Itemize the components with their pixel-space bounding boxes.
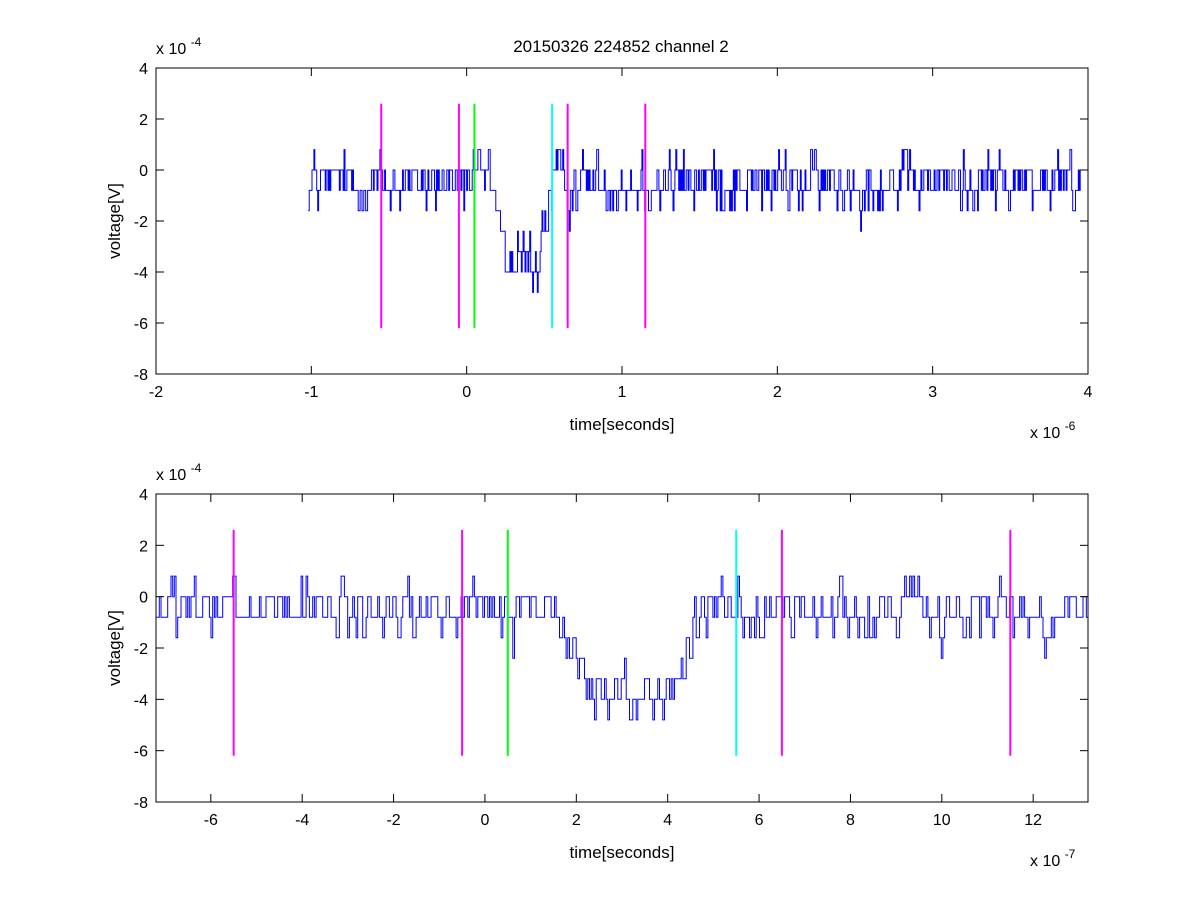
x-tick-label: 4: [663, 812, 672, 829]
y-tick-label: -2: [134, 641, 148, 658]
y-tick-label: -2: [134, 214, 148, 231]
y-tick-label: -4: [134, 692, 148, 709]
x-axis-label: time[seconds]: [570, 843, 675, 862]
chart-top: -2 -1 0 1 2 3 4 -8 -6 -4 -2 0 2 4 x 10 -4 x 10 -6 time[s…: [105, 35, 1093, 442]
x-tick-label: 2: [773, 384, 782, 401]
x-tick-label: 6: [755, 812, 764, 829]
y-exponent-label: x 10 -4: [156, 461, 202, 484]
y-tick-label: 0: [139, 590, 148, 607]
signal-line: [308, 149, 1081, 293]
y-tick-label: -4: [134, 265, 148, 282]
x-tick-label: 12: [1024, 812, 1042, 829]
y-tick-label: 4: [139, 487, 148, 504]
y-axis-label: voltage[V]: [105, 610, 124, 686]
y-tick-label: 2: [139, 112, 148, 129]
signal-line: [156, 575, 1089, 721]
chart-bottom: -6 -4 -2 0 2 4 6 8 10 12 -8 -6 -4 -2 0 2 4 x 10 -4 x 10 -7…: [105, 461, 1089, 870]
axes-box: [155, 493, 1089, 803]
x-tick-label: 1: [618, 384, 627, 401]
y-tick-label: -8: [134, 367, 148, 384]
x-tick-label: 4: [1084, 384, 1093, 401]
x-tick-label: 2: [572, 812, 581, 829]
y-tick-label: 2: [139, 538, 148, 555]
x-tick-label: -4: [295, 812, 309, 829]
x-tick-label: 10: [933, 812, 951, 829]
x-tick-label: -6: [204, 812, 218, 829]
x-tick-label: 0: [462, 384, 471, 401]
x-exponent-label: x 10 -6: [1030, 419, 1076, 442]
y-axis-label: voltage[V]: [105, 183, 124, 259]
x-tick-label: 3: [928, 384, 937, 401]
y-tick-label: 0: [139, 163, 148, 180]
figure-title: 20150326 224852 channel 2: [513, 37, 729, 56]
axes-box: [155, 67, 1089, 375]
x-exponent-label: x 10 -7: [1030, 847, 1076, 870]
x-tick-label: -1: [304, 384, 318, 401]
x-axis-label: time[seconds]: [570, 415, 675, 434]
x-tick-label: 0: [480, 812, 489, 829]
x-tick-label: -2: [386, 812, 400, 829]
y-tick-label: -8: [134, 795, 148, 812]
y-tick-label: 4: [139, 61, 148, 78]
y-exponent-label: x 10 -4: [156, 35, 202, 58]
x-tick-label: -2: [149, 384, 163, 401]
y-tick-label: -6: [134, 744, 148, 761]
x-tick-label: 8: [846, 812, 855, 829]
y-tick-label: -6: [134, 316, 148, 333]
